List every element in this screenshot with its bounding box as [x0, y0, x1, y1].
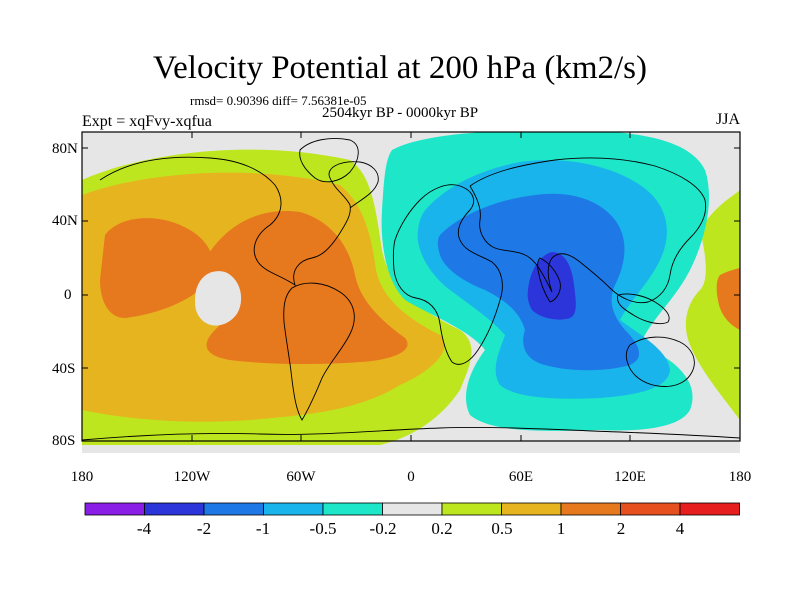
south-america-outline — [283, 282, 355, 421]
antarctica-outline — [82, 427, 740, 441]
lon-label-180w: 180 — [70, 469, 94, 485]
colorbar-swatch — [322, 502, 383, 516]
colorbar-label: -4 — [136, 519, 152, 538]
north-america-outline — [99, 156, 379, 287]
velocity-potential-field — [82, 132, 740, 453]
lon-label-180e: 180 — [728, 469, 752, 485]
india-outline — [537, 257, 561, 303]
colorbar-swatch — [84, 502, 145, 516]
period-label: 2504kyr BP - 0000kyr BP — [322, 105, 479, 121]
colorbar-swatch — [203, 502, 264, 516]
lat-label-0: 0 — [64, 287, 72, 303]
colorbar-label: 2 — [616, 519, 626, 538]
lon-label-0: 0 — [407, 469, 415, 485]
australia-outline — [625, 336, 695, 387]
lat-label-80n: 80N — [52, 141, 78, 157]
colorbar-label: 0.2 — [431, 519, 453, 538]
positive-region-1-central — [200, 210, 408, 365]
lon-label-60w: 60W — [286, 469, 316, 485]
positive-region-1-west — [100, 218, 214, 318]
rmsd-stats: rmsd= 0.90396 diff= 7.56381e-05 — [190, 93, 367, 108]
lat-label-80s: 80S — [52, 433, 76, 449]
colorbar-label: -2 — [196, 519, 212, 538]
neutral-hole — [195, 271, 242, 326]
europe-africa-outline — [392, 184, 503, 365]
colorbar-label: -1 — [255, 519, 271, 538]
colorbar-swatch — [144, 502, 205, 516]
map-title: Velocity Potential at 200 hPa (km2/s) — [152, 50, 648, 86]
positive-region-east-edge — [685, 190, 740, 420]
colorbar-label: 0.5 — [491, 519, 513, 538]
experiment-label: Expt = xqFvy-xqfua — [82, 113, 212, 130]
colorbar-label: -0.2 — [369, 519, 397, 538]
axis-ticks — [82, 132, 740, 442]
lat-label-40n: 40N — [52, 213, 78, 229]
colorbar-swatch — [679, 502, 740, 516]
lon-label-60e: 60E — [508, 469, 534, 485]
lat-label-40s: 40S — [52, 361, 76, 377]
colorbar-label: -0.5 — [309, 519, 337, 538]
colorbar-swatch — [501, 502, 562, 516]
colorbar-swatch — [382, 502, 443, 516]
colorbar-label: 4 — [675, 519, 685, 538]
coastlines — [82, 138, 740, 441]
colorbar — [84, 502, 740, 516]
greenland-outline — [299, 138, 359, 183]
colorbar-swatch — [263, 502, 324, 516]
colorbar-label: 1 — [556, 519, 566, 538]
lon-label-120w: 120W — [173, 469, 211, 485]
lon-label-120e: 120E — [614, 469, 646, 485]
season-label: JJA — [716, 111, 741, 128]
colorbar-swatch — [620, 502, 681, 516]
colorbar-swatch — [560, 502, 621, 516]
positive-region-east-edge-inner — [716, 268, 740, 330]
colorbar-swatch — [441, 502, 502, 516]
maritime-continent-outline — [617, 293, 670, 325]
